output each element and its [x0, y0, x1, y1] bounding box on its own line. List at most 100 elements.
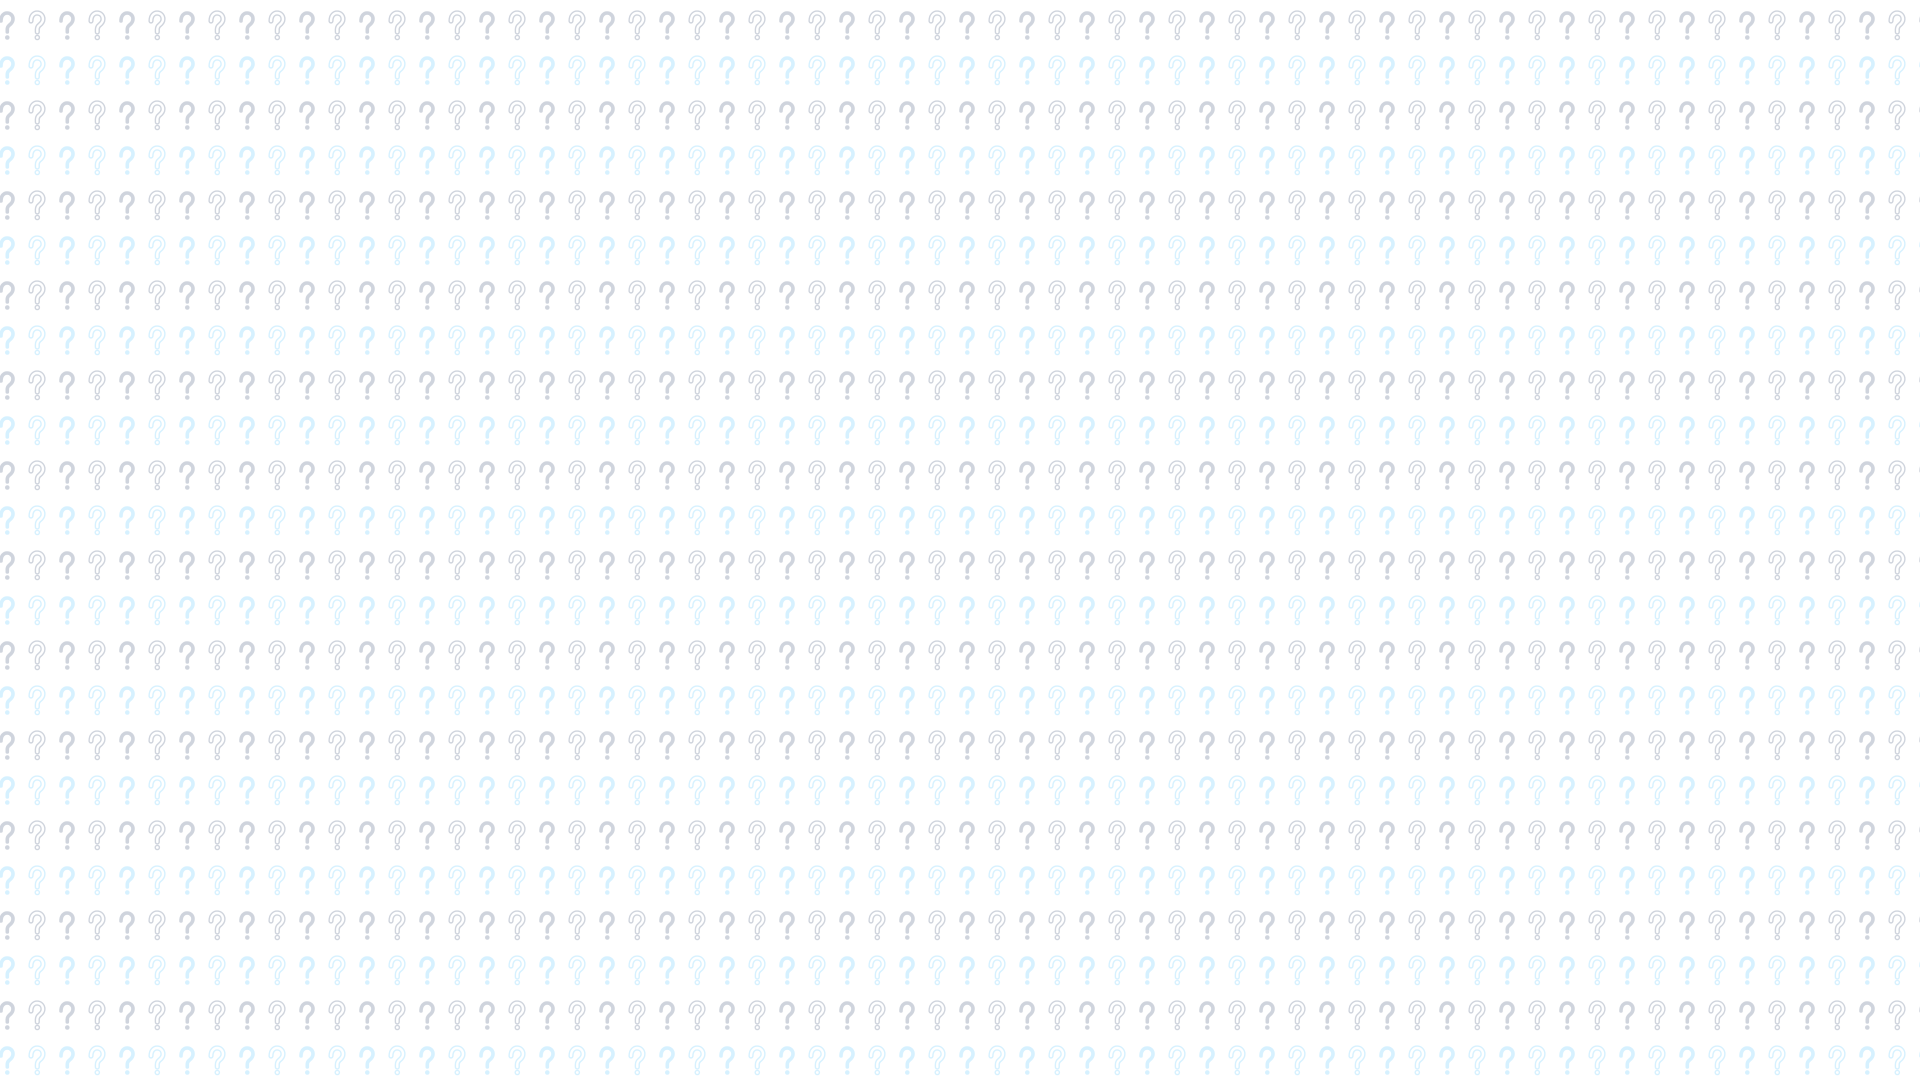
- question-mark-icon: [1132, 773, 1162, 818]
- question-mark-icon: [0, 458, 22, 503]
- question-mark-icon: [442, 233, 472, 278]
- question-mark-icon: [442, 593, 472, 638]
- question-mark-icon: [292, 773, 322, 818]
- question-mark-icon: [1522, 1043, 1552, 1080]
- question-mark-icon: [802, 863, 832, 908]
- question-mark-icon: [1582, 548, 1612, 593]
- question-mark-icon: [1612, 188, 1642, 233]
- question-mark-icon: [892, 908, 922, 953]
- question-mark-icon: [232, 98, 262, 143]
- question-mark-icon: [1852, 323, 1882, 368]
- question-mark-icon: [1012, 728, 1042, 773]
- question-mark-icon: [82, 503, 112, 548]
- question-mark-icon: [832, 908, 862, 953]
- question-mark-icon: [1522, 458, 1552, 503]
- question-mark-icon: [1492, 908, 1522, 953]
- question-mark-icon: [1792, 908, 1822, 953]
- question-mark-icon: [802, 593, 832, 638]
- question-mark-icon: [682, 368, 712, 413]
- question-mark-icon: [322, 548, 352, 593]
- question-mark-icon: [922, 998, 952, 1043]
- question-mark-icon: [82, 0, 112, 8]
- question-mark-icon: [1072, 683, 1102, 728]
- question-mark-icon: [1732, 188, 1762, 233]
- question-mark-icon: [952, 953, 982, 998]
- question-mark-icon: [412, 593, 442, 638]
- question-mark-icon: [382, 638, 412, 683]
- question-mark-icon: [862, 638, 892, 683]
- question-mark-icon: [262, 548, 292, 593]
- question-mark-icon: [772, 908, 802, 953]
- question-mark-icon: [0, 188, 22, 233]
- question-mark-icon: [1432, 503, 1462, 548]
- question-mark-icon: [502, 863, 532, 908]
- question-mark-icon: [412, 233, 442, 278]
- question-mark-icon: [232, 143, 262, 188]
- question-mark-icon: [1702, 8, 1732, 53]
- question-mark-icon: [772, 593, 802, 638]
- question-mark-icon: [202, 233, 232, 278]
- question-mark-icon: [682, 0, 712, 8]
- question-mark-icon: [412, 0, 442, 8]
- question-mark-icon: [802, 728, 832, 773]
- question-mark-icon: [172, 0, 202, 8]
- question-mark-icon: [142, 233, 172, 278]
- question-mark-icon: [1102, 413, 1132, 458]
- question-mark-icon: [22, 593, 52, 638]
- question-mark-icon: [382, 548, 412, 593]
- question-mark-icon: [502, 593, 532, 638]
- question-mark-icon: [982, 323, 1012, 368]
- question-mark-icon: [652, 368, 682, 413]
- question-mark-icon: [1492, 863, 1522, 908]
- question-mark-icon: [232, 998, 262, 1043]
- question-mark-icon: [1402, 233, 1432, 278]
- question-mark-icon: [1612, 503, 1642, 548]
- question-mark-icon: [52, 638, 82, 683]
- question-mark-icon: [322, 953, 352, 998]
- question-mark-icon: [412, 908, 442, 953]
- question-mark-icon: [1702, 233, 1732, 278]
- question-mark-icon: [1702, 143, 1732, 188]
- question-mark-icon: [502, 638, 532, 683]
- question-mark-icon: [202, 908, 232, 953]
- question-mark-icon: [682, 683, 712, 728]
- question-mark-icon: [712, 278, 742, 323]
- question-mark-icon: [1552, 593, 1582, 638]
- question-mark-icon: [862, 0, 892, 8]
- question-mark-icon: [1852, 638, 1882, 683]
- question-mark-icon: [1552, 818, 1582, 863]
- question-mark-icon: [592, 998, 622, 1043]
- question-mark-icon: [1192, 8, 1222, 53]
- question-mark-icon: [1072, 458, 1102, 503]
- question-mark-icon: [502, 818, 532, 863]
- question-mark-icon: [82, 413, 112, 458]
- question-mark-icon: [292, 683, 322, 728]
- question-mark-icon: [1072, 908, 1102, 953]
- question-mark-icon: [652, 953, 682, 998]
- question-mark-icon: [1732, 1043, 1762, 1080]
- question-mark-icon: [712, 998, 742, 1043]
- question-mark-icon: [1672, 368, 1702, 413]
- question-mark-icon: [1222, 143, 1252, 188]
- question-mark-icon: [532, 683, 562, 728]
- question-mark-icon: [1282, 188, 1312, 233]
- question-mark-icon: [952, 683, 982, 728]
- question-mark-icon: [1102, 0, 1132, 8]
- question-mark-icon: [1402, 593, 1432, 638]
- question-mark-icon: [52, 683, 82, 728]
- question-mark-icon: [892, 413, 922, 458]
- question-mark-icon: [1732, 998, 1762, 1043]
- question-mark-icon: [1132, 503, 1162, 548]
- pattern-row: [0, 908, 1920, 953]
- question-mark-icon: [712, 548, 742, 593]
- question-mark-icon: [622, 773, 652, 818]
- question-mark-icon: [1642, 323, 1672, 368]
- question-mark-icon: [892, 8, 922, 53]
- question-mark-icon: [1102, 863, 1132, 908]
- question-mark-icon: [892, 323, 922, 368]
- question-mark-icon: [1342, 233, 1372, 278]
- question-mark-icon: [382, 143, 412, 188]
- question-mark-icon: [592, 98, 622, 143]
- question-mark-icon: [1402, 413, 1432, 458]
- question-mark-icon: [1612, 908, 1642, 953]
